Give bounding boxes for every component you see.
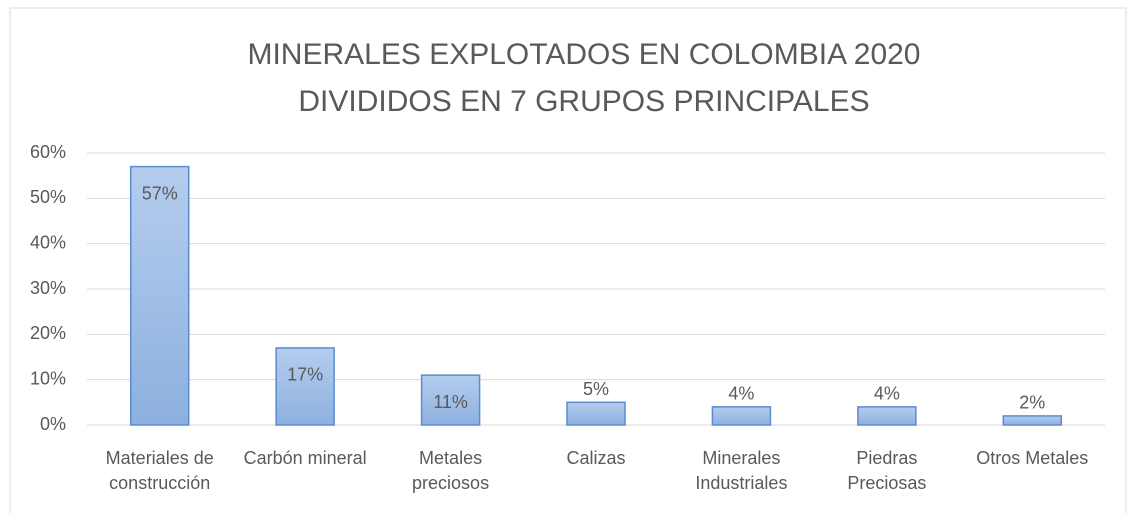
data-label: 2% bbox=[1019, 393, 1045, 413]
y-tick-label: 20% bbox=[30, 323, 66, 343]
chart-title: DIVIDIDOS EN 7 GRUPOS PRINCIPALES bbox=[298, 85, 869, 118]
data-label: 4% bbox=[874, 384, 900, 404]
x-tick-label: Carbón mineral bbox=[243, 448, 367, 468]
y-tick-label: 60% bbox=[30, 142, 66, 162]
bar bbox=[275, 347, 335, 426]
chart-border bbox=[9, 7, 1127, 513]
bar bbox=[711, 406, 772, 426]
chart-title: MINERALES EXPLOTADOS EN COLOMBIA 2020 bbox=[247, 38, 920, 71]
x-tick-label: Calizas bbox=[566, 448, 626, 468]
x-tick-label: Materiales de construcción bbox=[105, 448, 214, 493]
data-label: 4% bbox=[728, 384, 754, 404]
bar bbox=[129, 165, 190, 426]
x-tick-label: Minerales Industriales bbox=[695, 448, 788, 493]
y-tick-label: 30% bbox=[30, 278, 66, 298]
y-tick-label: 0% bbox=[40, 414, 66, 434]
bar bbox=[857, 406, 917, 426]
data-label: 57% bbox=[142, 183, 178, 203]
bar bbox=[1002, 415, 1063, 426]
bar bbox=[420, 374, 481, 426]
data-label: 11% bbox=[433, 392, 468, 412]
x-tick-label: Metales preciosos bbox=[412, 448, 490, 493]
y-tick-label: 40% bbox=[30, 232, 66, 252]
y-tick-label: 50% bbox=[30, 187, 66, 207]
x-tick-label: Piedras Preciosas bbox=[847, 448, 927, 493]
y-tick-label: 10% bbox=[30, 368, 66, 388]
data-label: 5% bbox=[583, 379, 609, 399]
bar bbox=[566, 401, 626, 426]
data-label: 17% bbox=[287, 365, 323, 385]
x-tick-label: Otros Metales bbox=[976, 448, 1089, 468]
